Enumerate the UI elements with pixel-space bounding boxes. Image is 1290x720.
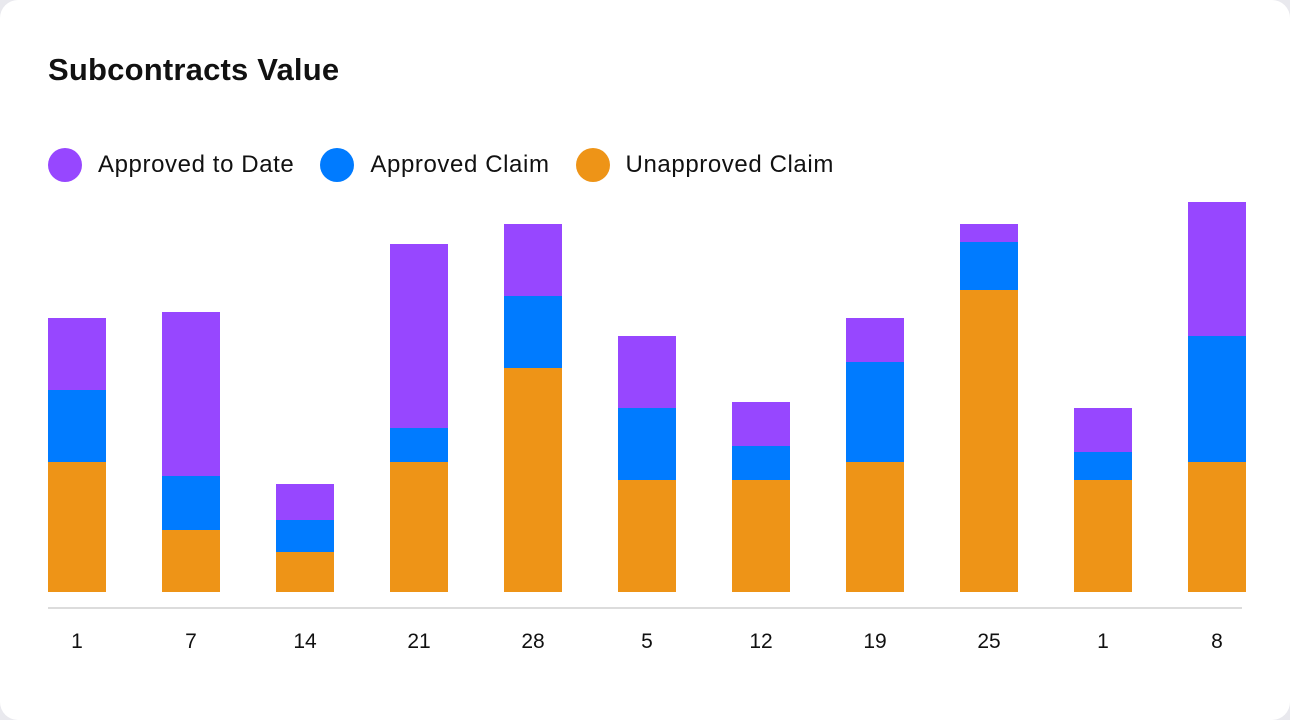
x-tick-label: 25 bbox=[977, 630, 1000, 653]
bar-unapproved-claim-1 bbox=[162, 530, 220, 592]
bar-approved-claim-5 bbox=[618, 408, 676, 480]
x-tick-label: 21 bbox=[407, 630, 430, 653]
legend-label-approved-to-date: Approved to Date bbox=[98, 151, 295, 178]
legend-item-unapproved-claim: Unapproved Claim bbox=[575, 148, 834, 182]
bar-approved-to-date-2 bbox=[276, 484, 334, 520]
bar-approved-claim-2 bbox=[276, 520, 334, 552]
x-tick-label: 5 bbox=[641, 630, 653, 653]
x-tick-label: 12 bbox=[749, 630, 772, 653]
bar-approved-to-date-10 bbox=[1188, 202, 1246, 336]
x-tick-label: 7 bbox=[185, 630, 197, 653]
bar-approved-to-date-7 bbox=[846, 318, 904, 362]
bar-unapproved-claim-10 bbox=[1188, 462, 1246, 592]
chart-title: Subcontracts Value bbox=[48, 52, 340, 87]
bar-approved-claim-1 bbox=[162, 476, 220, 530]
bar-unapproved-claim-8 bbox=[960, 290, 1018, 592]
bar-approved-claim-6 bbox=[732, 446, 790, 480]
bar-unapproved-claim-3 bbox=[390, 462, 448, 592]
bar-unapproved-claim-0 bbox=[48, 462, 106, 592]
x-tick-label: 28 bbox=[521, 630, 544, 653]
legend-item-approved-claim: Approved Claim bbox=[320, 148, 549, 182]
legend-swatch-approved-to-date bbox=[48, 148, 82, 182]
bar-unapproved-claim-7 bbox=[846, 462, 904, 592]
bar-approved-to-date-6 bbox=[732, 402, 790, 446]
bar-unapproved-claim-5 bbox=[618, 480, 676, 592]
x-tick-label: 14 bbox=[293, 630, 317, 653]
bar-approved-to-date-4 bbox=[504, 224, 562, 296]
chart-legend: Approved to Date Approved Claim Unapprov… bbox=[48, 148, 860, 182]
x-tick-label: 8 bbox=[1211, 630, 1223, 653]
bar-approved-claim-10 bbox=[1188, 336, 1246, 462]
bar-unapproved-claim-6 bbox=[732, 480, 790, 592]
legend-label-approved-claim: Approved Claim bbox=[370, 151, 550, 178]
bar-approved-claim-0 bbox=[48, 390, 106, 462]
bar-approved-to-date-9 bbox=[1074, 408, 1132, 452]
x-tick-label: 1 bbox=[1097, 630, 1109, 653]
legend-label-unapproved-claim: Unapproved Claim bbox=[625, 151, 834, 178]
bar-approved-claim-9 bbox=[1074, 452, 1132, 480]
bar-approved-claim-3 bbox=[390, 428, 448, 462]
x-tick-label: 19 bbox=[863, 630, 886, 653]
bar-approved-to-date-8 bbox=[960, 224, 1018, 242]
bar-unapproved-claim-9 bbox=[1074, 480, 1132, 592]
x-tick-label: 1 bbox=[71, 630, 83, 653]
legend-item-approved-to-date: Approved to Date bbox=[48, 148, 294, 182]
bar-approved-claim-4 bbox=[504, 296, 562, 368]
bar-approved-to-date-3 bbox=[390, 244, 448, 428]
bar-approved-to-date-0 bbox=[48, 318, 106, 390]
bar-unapproved-claim-2 bbox=[276, 552, 334, 592]
bar-unapproved-claim-4 bbox=[504, 368, 562, 592]
bar-approved-claim-7 bbox=[846, 362, 904, 462]
bar-approved-claim-8 bbox=[960, 242, 1018, 290]
bar-approved-to-date-5 bbox=[618, 336, 676, 408]
legend-swatch-approved-claim bbox=[320, 148, 355, 182]
bar-approved-to-date-1 bbox=[162, 312, 220, 476]
legend-swatch-unapproved-claim bbox=[575, 148, 610, 182]
